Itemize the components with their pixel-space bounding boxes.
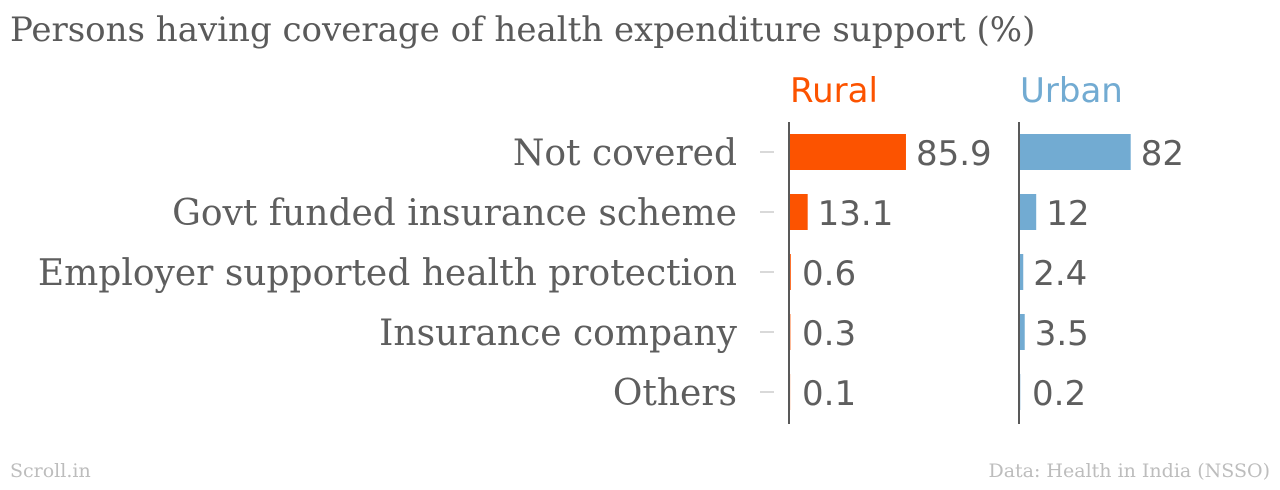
bar (1020, 254, 1024, 290)
bar (790, 254, 791, 290)
data-label: 12 (1046, 194, 1089, 234)
data-label: 0.1 (802, 374, 856, 414)
category-label: Employer supported health protection (38, 253, 737, 294)
bar (790, 194, 808, 230)
data-label: 82 (1141, 134, 1184, 174)
bar (1020, 134, 1131, 170)
data-label: 0.3 (802, 314, 856, 354)
series-legend-label: Urban (1020, 71, 1123, 111)
bar (1020, 194, 1037, 230)
source-logo-text: Scroll.in (10, 460, 91, 482)
data-source-note: Data: Health in India (NSSO) (988, 460, 1270, 482)
data-label: 0.6 (802, 254, 856, 294)
bar (790, 134, 906, 170)
category-label: Not covered (513, 133, 737, 174)
data-label: 13.1 (818, 194, 894, 234)
category-label: Govt funded insurance scheme (172, 193, 737, 234)
series-legend-label: Rural (790, 71, 878, 111)
category-label: Insurance company (379, 313, 738, 354)
chart-title: Persons having coverage of health expend… (10, 10, 1036, 50)
data-label: 2.4 (1033, 254, 1087, 294)
data-label: 3.5 (1035, 314, 1089, 354)
data-label: 0.2 (1032, 374, 1086, 414)
bar-chart: Not covered Govt funded insurance scheme E… (38, 71, 1184, 424)
bar (1020, 314, 1025, 350)
category-label: Others (613, 373, 737, 414)
data-label: 85.9 (916, 134, 992, 174)
